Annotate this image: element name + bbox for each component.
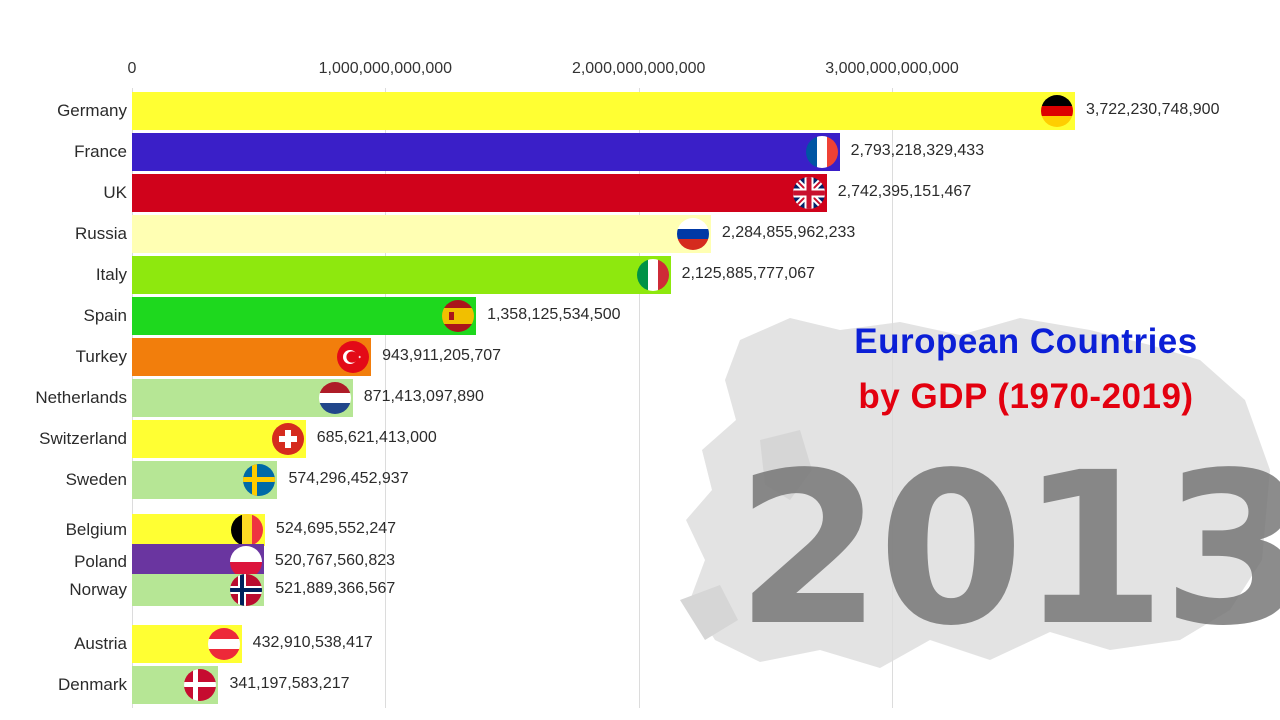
category-label: France [74,142,127,161]
bar-row: Russia 2,284,855,962,233 [0,215,1280,253]
gridline [385,88,387,708]
category-label: Netherlands [35,388,127,407]
bar [132,92,1075,130]
value-label: 2,793,218,329,433 [850,142,985,159]
bar-row: Austria 432,910,538,417 [0,625,1280,663]
bar-row: Sweden 574,296,452,937 [0,461,1280,499]
category-label: UK [103,183,127,202]
bar-row: Norway 521,889,366,567 [0,574,1280,606]
value-label: 2,742,395,151,467 [837,183,972,200]
bar-row: Denmark 341,197,583,217 [0,666,1280,704]
uk-flag-icon [792,177,825,209]
category-label: Austria [74,634,127,653]
netherlands-flag-icon [318,382,351,414]
category-label: Poland [74,552,127,571]
bar-row: Switzerland 685,621,413,000 [0,420,1280,458]
value-label: 574,296,452,937 [288,470,409,487]
austria-flag-icon [207,628,240,660]
category-label: Italy [95,265,127,284]
year-indicator: 2013 [735,427,1280,672]
bar-row: Turkey 943,911,205,707 [0,338,1280,376]
category-label: Sweden [65,470,127,489]
france-flag-icon [805,136,838,168]
category-label: Russia [75,224,127,243]
sweden-flag-icon [243,464,276,496]
gridline [638,88,640,708]
italy-flag-icon [636,259,669,291]
value-label: 521,889,366,567 [275,580,396,597]
value-label: 871,413,097,890 [363,388,484,405]
value-label: 3,722,230,748,900 [1086,101,1220,118]
germany-flag-icon [1041,95,1073,127]
bar-row: UK 2,742,395,151,467 [0,174,1280,212]
value-label: 524,695,552,247 [275,520,397,537]
value-label: 341,197,583,217 [229,675,350,692]
category-label: Denmark [58,675,127,694]
bar-row: Belgium 524,695,552,247 [0,514,1280,546]
x-tick-label: 0 [127,60,137,77]
bar-row: France 2,793,218,329,433 [0,133,1280,171]
bar [132,338,372,376]
category-label: Spain [83,306,127,325]
category-label: Belgium [65,520,127,539]
x-tick-label: 3,000,000,000,000 [825,60,959,77]
category-label: Norway [69,580,127,599]
bar-row: Germany 3,722,230,748,900 [0,92,1280,130]
value-label: 520,767,560,823 [274,552,396,569]
bar [132,174,827,212]
switzerland-flag-icon [271,423,304,455]
bar-row: Netherlands 871,413,097,890 [0,379,1280,417]
bar [132,133,840,171]
denmark-flag-icon [184,669,217,701]
chart-title-line-1: European Countries [854,322,1198,361]
bar [132,297,477,335]
bar [132,215,711,253]
bar-row: Italy 2,125,885,777,067 [0,256,1280,294]
category-label: Switzerland [39,429,127,448]
category-label: Turkey [75,347,127,366]
spain-flag-icon [442,300,475,332]
value-label: 1,358,125,534,500 [487,306,621,323]
value-label: 432,910,538,417 [252,634,373,651]
turkey-flag-icon [337,341,370,373]
bar [132,256,671,294]
chart-title-line-2: by GDP (1970-2019) [858,377,1194,416]
bar [132,379,353,417]
value-label: 2,125,885,777,067 [681,265,816,282]
x-tick-label: 2,000,000,000,000 [571,60,706,77]
x-tick-label: 1,000,000,000,000 [318,60,453,77]
value-label: 2,284,855,962,233 [721,224,856,241]
value-label: 685,621,413,000 [316,429,437,446]
gridline [892,88,894,708]
russia-flag-icon [676,218,709,250]
category-label: Germany [57,101,127,120]
value-label: 943,911,205,707 [382,347,502,364]
bar-row: Spain 1,358,125,534,500 [0,297,1280,335]
belgium-flag-icon [230,514,263,546]
norway-flag-icon [230,574,263,606]
